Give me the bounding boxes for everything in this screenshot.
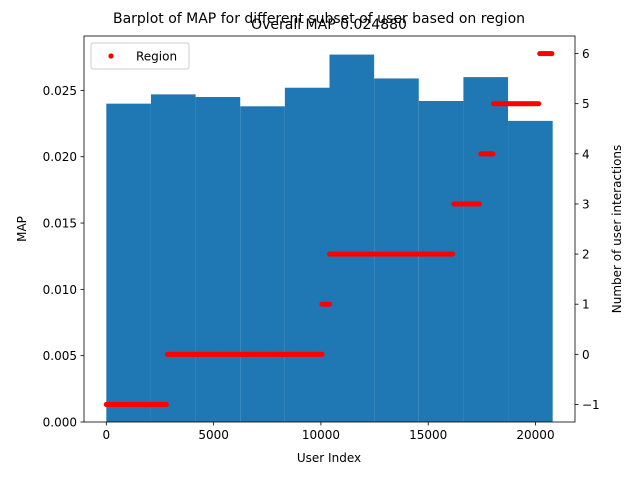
bars-layer: [106, 54, 553, 423]
x-ticks: 0 5000 10000 15000 20000: [102, 422, 555, 442]
region-segment-7: [537, 50, 555, 57]
x-tick-label: 15000: [409, 428, 447, 442]
region-segment-0: [103, 401, 169, 408]
y2-ticks: −1 0 1 2 3 4 5 6: [575, 47, 600, 412]
region-segment-2: [319, 301, 333, 307]
y-tick-label: 0.015: [43, 217, 77, 231]
region-point: [326, 301, 333, 307]
y2-tick-label: 2: [582, 248, 590, 262]
bar-7: [418, 100, 464, 422]
legend-marker-region: [108, 53, 114, 59]
y-axis-label: MAP: [15, 216, 29, 242]
chart-title: Barplot of MAP for different subset of u…: [113, 11, 525, 27]
bar-0: [106, 103, 151, 423]
x-tick-label: 5000: [198, 428, 229, 442]
y2-tick-label: 0: [582, 348, 590, 362]
y2-tick-label: 3: [582, 197, 590, 211]
region-point: [490, 151, 496, 157]
region-point: [476, 201, 483, 207]
axes-frame: [83, 35, 576, 423]
y2-tick-label: 4: [582, 147, 590, 161]
bar-1: [150, 94, 196, 422]
x-tick-label: 0: [102, 428, 110, 442]
y2-tick-label: −1: [582, 398, 600, 412]
region-point: [549, 50, 555, 57]
y-tick-label: 0.000: [43, 416, 77, 430]
bar-5: [329, 54, 375, 423]
y-tick-label: 0.005: [43, 349, 77, 363]
y2-tick-label: 6: [582, 47, 590, 61]
y-tick-label: 0.010: [43, 283, 77, 297]
region-segment-5: [478, 151, 496, 157]
y-tick-label: 0.025: [43, 84, 77, 98]
x-tick-label: 10000: [302, 428, 340, 442]
x-axis-label: User Index: [297, 451, 361, 465]
y2-axis-label: Number of user interactions: [610, 145, 624, 314]
bar-9: [508, 120, 553, 423]
region-segment-3: [326, 251, 456, 257]
y-ticks: 0.000 0.005 0.010 0.015 0.020 0.025: [43, 84, 84, 430]
x-tick-label: 20000: [516, 428, 554, 442]
bar-4: [284, 87, 330, 422]
y-tick-label: 0.020: [43, 150, 77, 164]
bar-3: [240, 106, 285, 423]
y2-tick-label: 1: [582, 298, 590, 312]
region-point: [536, 101, 542, 107]
region-segment-6: [491, 101, 542, 107]
legend: Region: [90, 42, 190, 70]
region-point: [163, 401, 169, 408]
region-segment-4: [451, 201, 483, 207]
bar-6: [374, 78, 419, 423]
region-point: [449, 251, 456, 257]
bar-2: [195, 97, 241, 422]
bar-8: [463, 77, 509, 423]
legend-box: [90, 42, 190, 70]
region-segment-1: [164, 351, 325, 357]
chart-subtitle: Overall MAP 0.024880: [251, 17, 407, 33]
region-points-layer: [103, 50, 555, 408]
legend-label-region: Region: [136, 50, 177, 64]
y2-tick-label: 5: [582, 97, 590, 111]
region-point: [319, 351, 325, 357]
